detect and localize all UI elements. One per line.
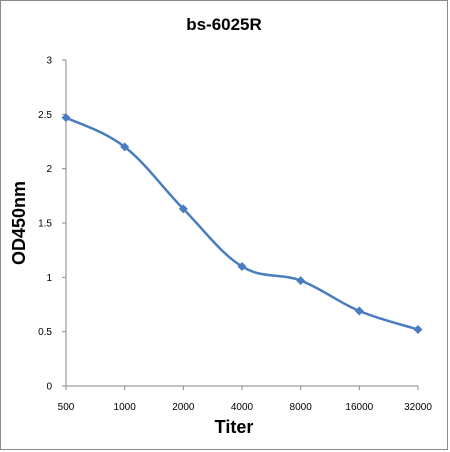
x-axis-ticks: 500 1000 2000 4000 8000 16000 32000	[58, 386, 432, 413]
series-layer	[61, 113, 423, 334]
x-tick-label: 8000	[290, 402, 313, 413]
data-point-marker	[413, 324, 423, 334]
chart-title: bs-6025R	[186, 15, 262, 34]
y-axis-ticks: 0 0.5 1 1.5 2 2.5 3	[38, 56, 66, 393]
x-axis-title: Titer	[215, 417, 254, 437]
y-tick-label: 1.5	[38, 219, 52, 230]
data-point-marker	[354, 306, 364, 316]
y-tick-label: 2	[46, 164, 52, 175]
x-tick-label: 16000	[345, 402, 373, 413]
x-tick-label: 500	[58, 402, 75, 413]
data-point-marker	[120, 142, 130, 152]
y-tick-label: 2.5	[38, 110, 52, 121]
x-tick-label: 2000	[172, 402, 195, 413]
data-point-marker	[296, 276, 306, 286]
x-tick-label: 32000	[404, 402, 432, 413]
series-line	[65, 116, 419, 331]
y-axis-title: OD450nm	[9, 181, 29, 265]
data-point-marker	[61, 113, 71, 123]
x-tick-label: 1000	[114, 402, 137, 413]
y-tick-label: 0	[46, 382, 52, 393]
y-tick-label: 3	[46, 56, 52, 67]
y-tick-label: 0.5	[38, 327, 52, 338]
y-tick-label: 1	[46, 273, 52, 284]
x-tick-label: 4000	[231, 402, 254, 413]
data-point-marker	[178, 204, 188, 214]
data-point-marker	[237, 261, 247, 271]
